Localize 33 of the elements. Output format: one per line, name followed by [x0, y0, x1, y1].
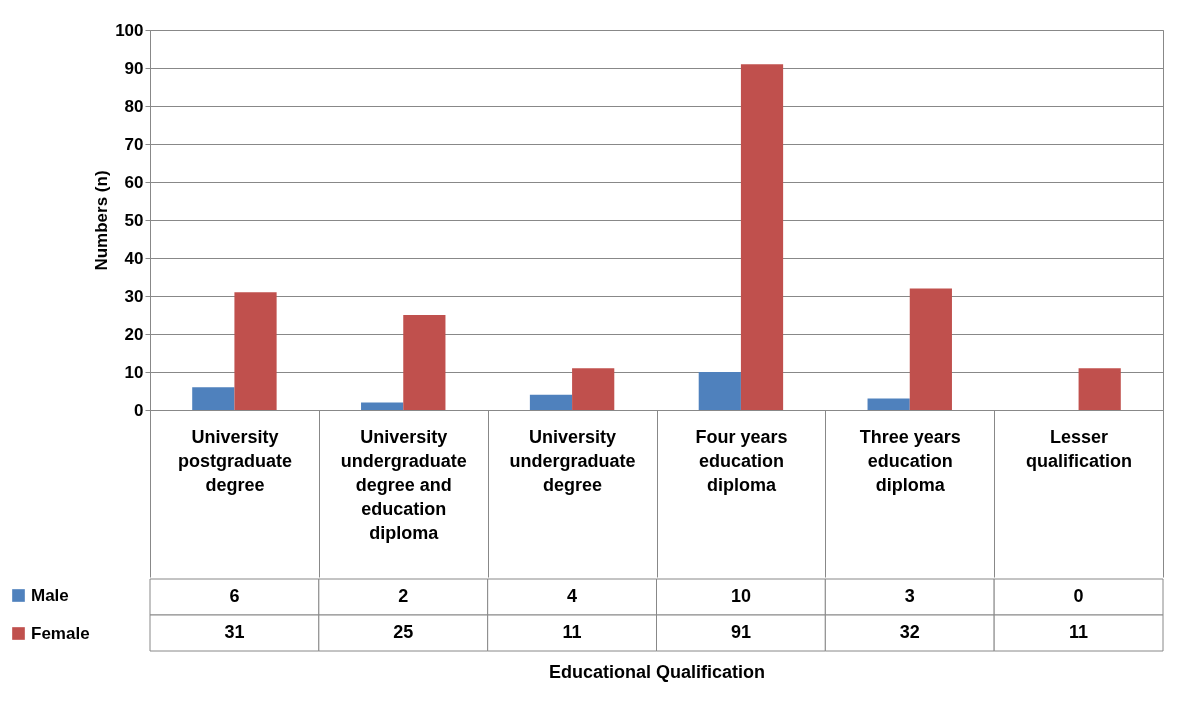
data-label: 6 [229, 586, 240, 606]
y-axis-title: Numbers (n) [92, 170, 112, 271]
legend-label: Female [31, 623, 90, 643]
data-label: 32 [899, 622, 920, 642]
legend-label: Male [31, 585, 69, 605]
data-label: 25 [393, 622, 414, 642]
y-tick-label: 70 [124, 134, 144, 154]
x-tick-label: Lesser qualification [1026, 426, 1133, 471]
y-tick-label: 50 [124, 210, 144, 230]
y-tick-label: 30 [124, 286, 144, 306]
data-label: 10 [730, 586, 751, 606]
y-tick-label: 80 [124, 96, 144, 116]
x-tick-label: Three years education diploma [859, 426, 961, 495]
y-tick-label: 90 [124, 58, 144, 78]
data-label: 2 [398, 586, 409, 606]
y-tick-label: 0 [134, 400, 144, 420]
x-tick-label: Four years education diploma [695, 426, 788, 495]
x-tick-label: University undergraduate degree and education diploma [340, 426, 467, 543]
data-label: 31 [224, 622, 245, 642]
y-tick-label: 10 [124, 362, 144, 382]
data-label: 4 [567, 586, 578, 606]
y-tick-label: 20 [124, 324, 144, 344]
data-label: 11 [562, 622, 582, 642]
data-label: 11 [1069, 622, 1089, 642]
data-label: 3 [904, 586, 915, 606]
y-tick-label: 40 [124, 248, 144, 268]
y-tick-label: 60 [124, 172, 144, 192]
data-label: 0 [1073, 586, 1084, 606]
data-label: 91 [730, 622, 751, 642]
y-tick-label: 100 [115, 20, 144, 40]
text: Educational Qualification [548, 661, 766, 682]
x-tick-label: University postgraduate degree [177, 426, 292, 495]
x-tick-label: University undergraduate degree [509, 426, 636, 495]
